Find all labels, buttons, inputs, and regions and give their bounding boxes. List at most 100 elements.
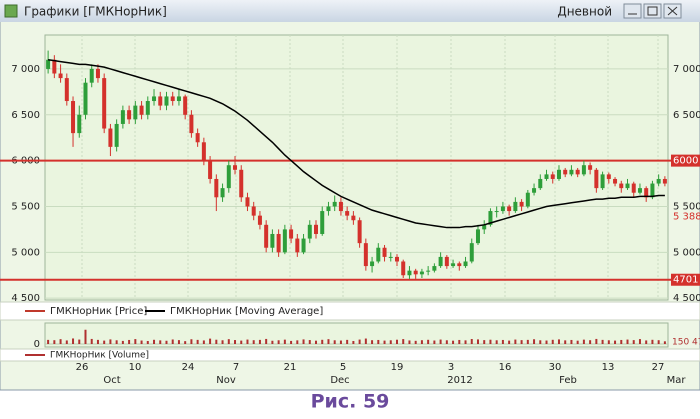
candle-body xyxy=(613,178,618,184)
candle-body xyxy=(208,160,213,179)
candle-body xyxy=(345,211,350,216)
candle-body xyxy=(469,243,474,262)
x-tick-label: 10 xyxy=(129,362,142,373)
moving-average xyxy=(48,59,665,229)
candle-body xyxy=(426,270,431,272)
y-tick-label: 4 500 xyxy=(11,293,40,304)
volume-bar xyxy=(626,339,629,344)
volume-bar xyxy=(514,339,517,344)
level-tag xyxy=(671,154,700,167)
candle-body xyxy=(52,59,57,74)
volume-bar xyxy=(377,339,380,344)
candle-body xyxy=(257,215,262,225)
legend-label: ГМКНорНик [Volume] xyxy=(50,351,149,361)
candle-body xyxy=(581,165,586,175)
candle-body xyxy=(183,96,188,115)
candle-body xyxy=(644,188,649,198)
candle-body xyxy=(127,110,132,120)
candle-body xyxy=(282,229,287,253)
volume-bar xyxy=(190,339,193,344)
candle-body xyxy=(588,165,593,170)
candle-body xyxy=(264,224,269,248)
volume-bar xyxy=(638,339,641,344)
candle-body xyxy=(114,123,119,147)
candle-body xyxy=(320,211,325,234)
candle-body xyxy=(388,256,393,258)
volume-bar xyxy=(153,339,156,344)
candle-body xyxy=(569,169,574,175)
candle-body xyxy=(407,270,412,276)
volume-bar xyxy=(109,339,112,344)
candle-body xyxy=(463,261,468,267)
candle-body xyxy=(444,256,449,267)
candle-body xyxy=(83,82,88,115)
volume-bar xyxy=(240,340,243,344)
volume-bar xyxy=(495,340,498,344)
candle-body xyxy=(239,169,244,198)
volume-bar xyxy=(433,340,436,344)
volume-bar xyxy=(464,340,467,344)
candle-body xyxy=(64,78,69,102)
legend-label: ГМКНорНик [Price] xyxy=(50,306,147,317)
candle-body xyxy=(419,271,424,275)
volume-bar xyxy=(277,340,280,344)
volume-bar xyxy=(333,340,336,344)
x-tick-label: 30 xyxy=(549,362,562,373)
minimize-button[interactable] xyxy=(623,3,642,19)
volume-bar xyxy=(227,339,230,344)
timeframe[interactable]: Дневной xyxy=(557,5,612,19)
volume-bar xyxy=(252,340,255,344)
volume-bar xyxy=(140,340,143,344)
x-tick-label: 7 xyxy=(233,362,239,373)
candle-body xyxy=(550,174,555,179)
candle-body xyxy=(525,192,530,207)
candle-body xyxy=(500,206,505,212)
y-tick-label-right: 5 000 xyxy=(673,247,700,258)
volume-bar xyxy=(526,339,529,344)
candle-body xyxy=(363,243,368,267)
volume-bar xyxy=(90,338,93,344)
y-tick-label-right: 6 500 xyxy=(673,110,700,121)
legend-label: ГМКНорНик [Moving Average] xyxy=(170,306,323,317)
volume-bar xyxy=(371,340,374,344)
candle-body xyxy=(233,165,238,170)
volume-bar xyxy=(352,340,355,344)
volume-bar xyxy=(339,340,342,344)
candle-body xyxy=(338,201,343,212)
volume-bar xyxy=(258,339,261,344)
volume-bar xyxy=(589,340,592,344)
candle-body xyxy=(77,114,82,134)
candle-body xyxy=(532,188,537,193)
volume-bar xyxy=(290,340,293,344)
volume-last-label: 150 47 xyxy=(672,338,700,348)
volume-bar xyxy=(383,340,386,344)
candle-body xyxy=(600,174,605,189)
volume-bar xyxy=(346,339,349,344)
volume-bar xyxy=(65,340,68,344)
x-month-label: Mar xyxy=(667,375,687,386)
candle-body xyxy=(71,101,76,134)
volume-bar xyxy=(103,340,106,344)
candle-body xyxy=(176,96,181,102)
candle-body xyxy=(351,215,356,221)
volume-bar xyxy=(533,339,536,344)
volume-bar xyxy=(645,340,648,344)
candle-body xyxy=(357,220,362,244)
volume-bar xyxy=(202,340,205,344)
icon xyxy=(667,6,678,16)
maximize-button[interactable] xyxy=(643,3,662,19)
candle-body xyxy=(214,178,219,198)
candle-body xyxy=(289,229,294,239)
volume-bar xyxy=(520,340,523,344)
title-bar xyxy=(0,0,700,22)
volume-bar xyxy=(557,339,560,344)
volume-bar xyxy=(458,339,461,344)
candle-body xyxy=(376,247,381,262)
candle-body xyxy=(438,256,443,267)
candle-body xyxy=(276,233,281,253)
candle-body xyxy=(625,183,630,189)
x-tick-label: 21 xyxy=(284,362,297,373)
y-tick-label-right: 5 500 xyxy=(673,201,700,212)
candle-body xyxy=(314,224,319,234)
